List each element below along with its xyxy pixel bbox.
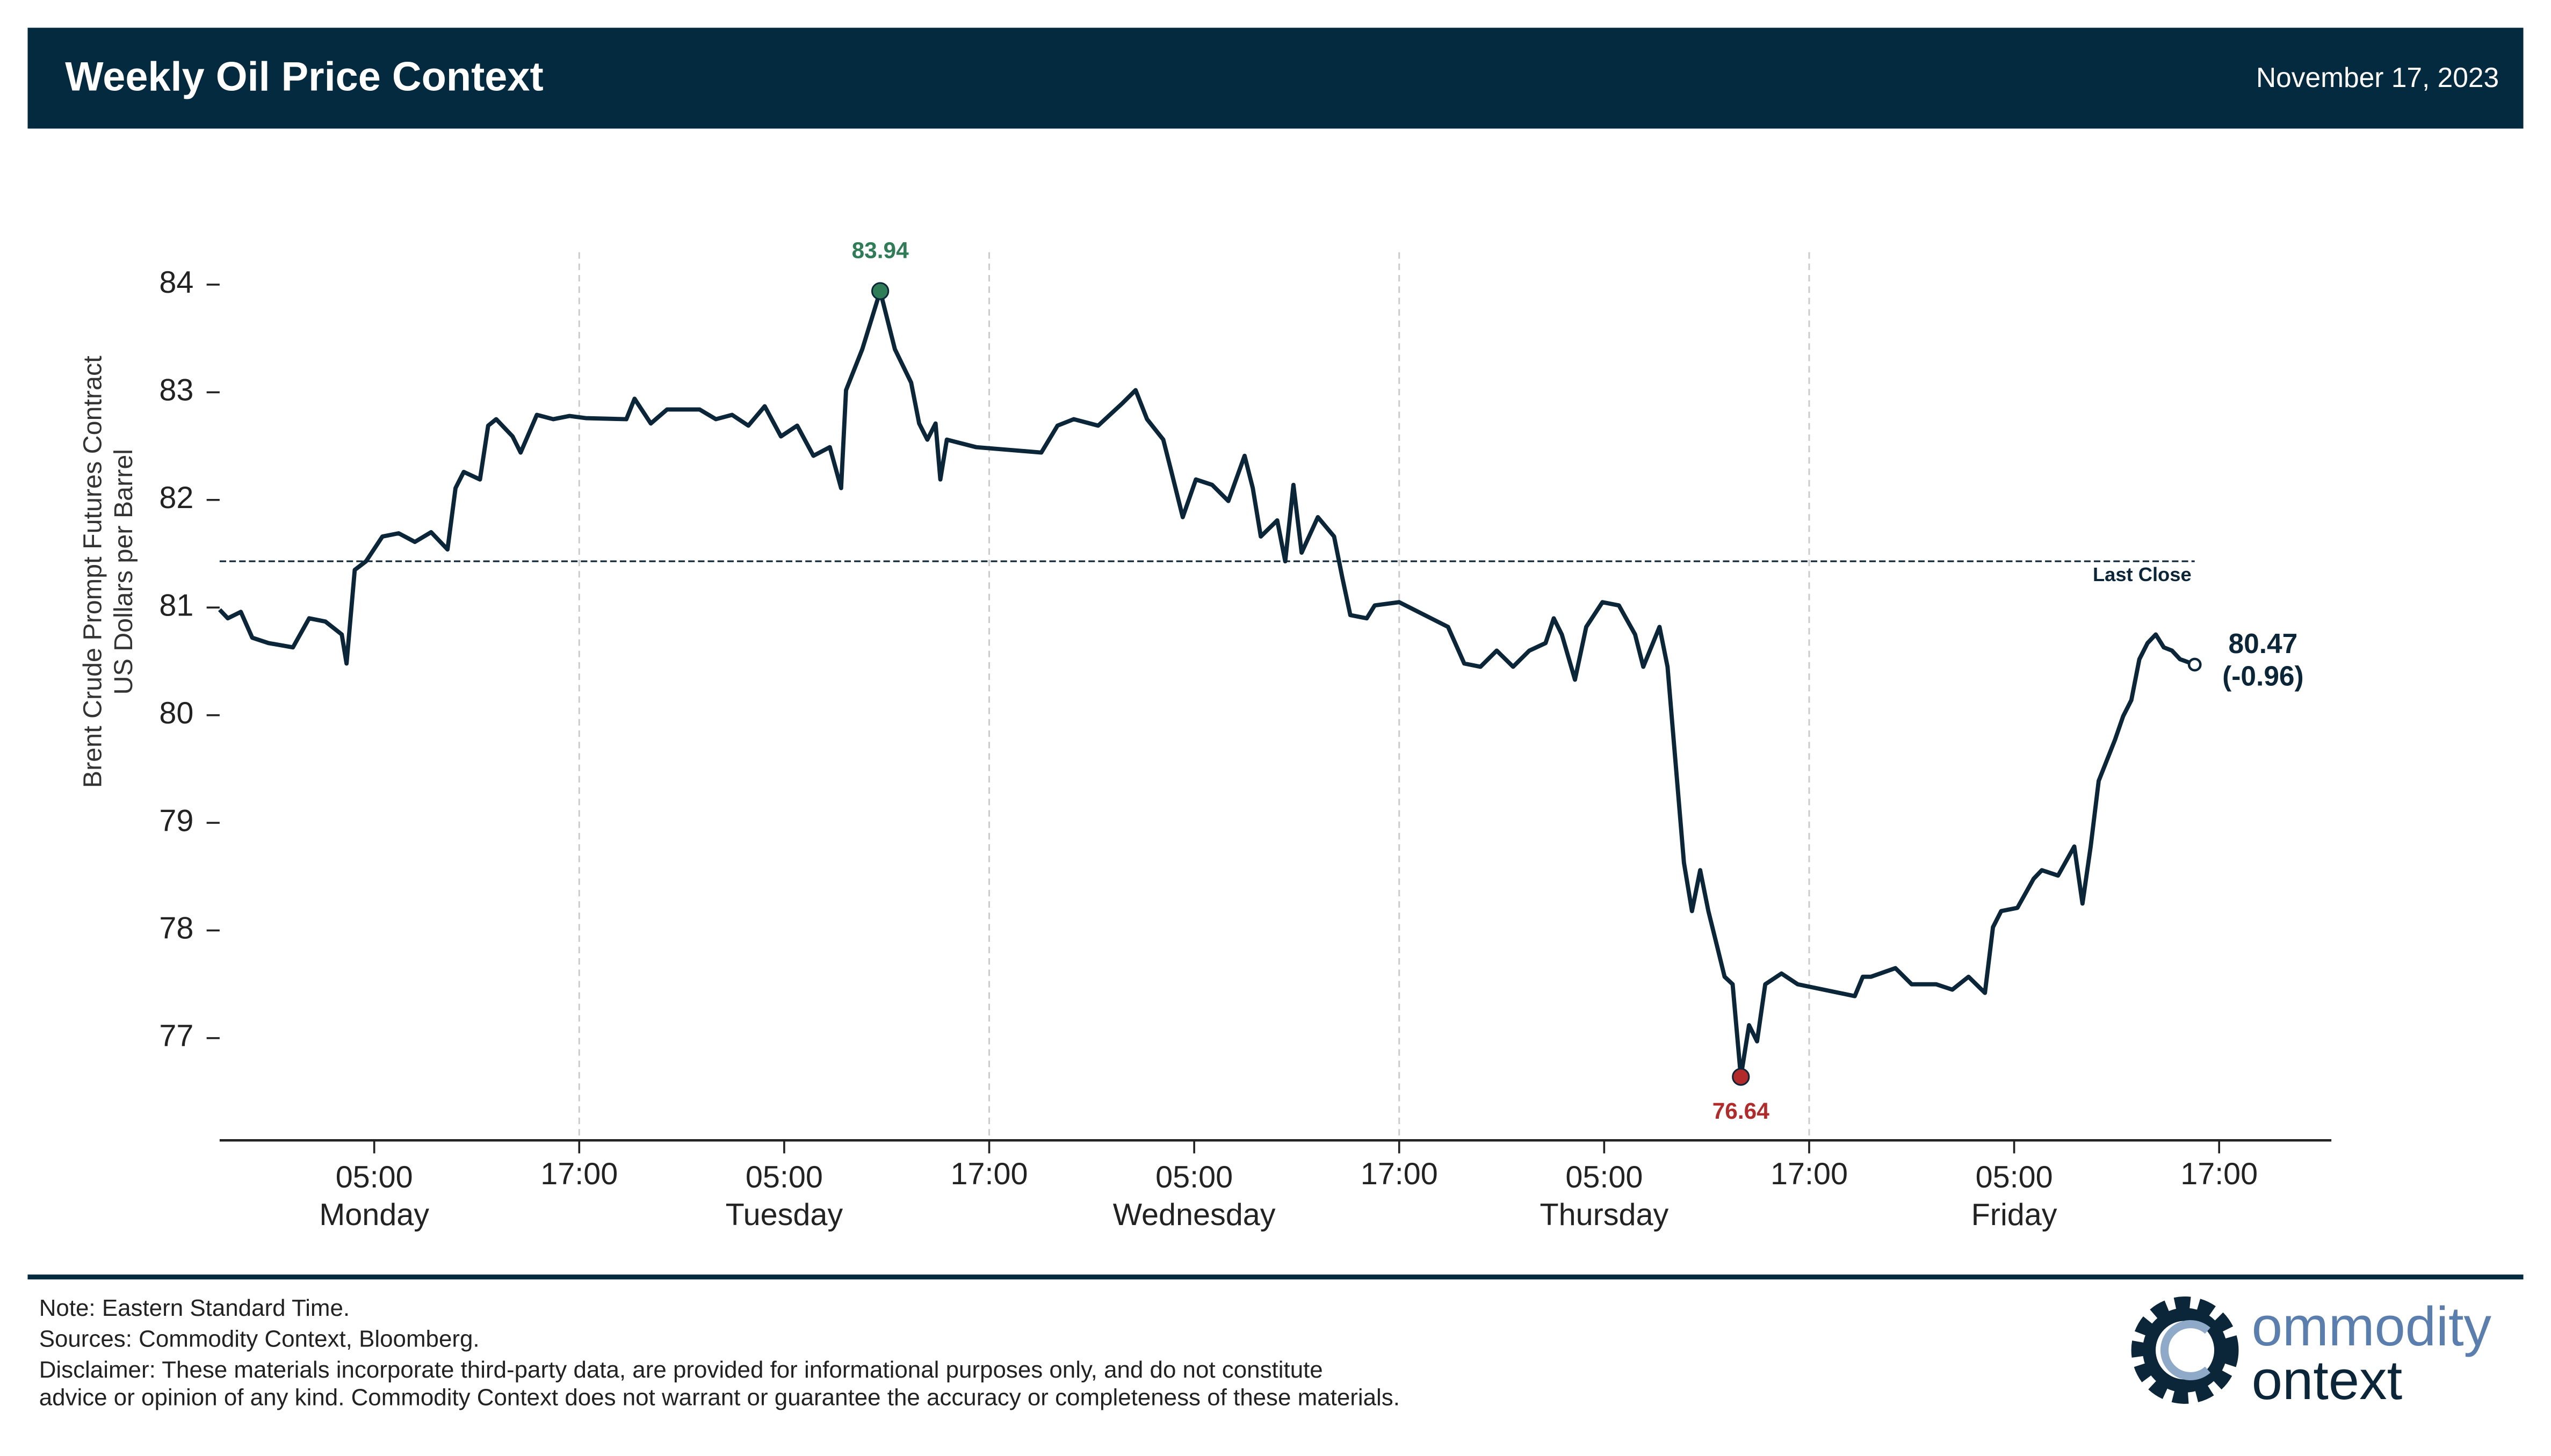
- y-axis-label: US Dollars per Barrel: [109, 449, 138, 695]
- logo-text: ommodity: [2252, 1295, 2492, 1357]
- y-tick-label: 82: [159, 481, 193, 515]
- logo-ring: [2142, 1308, 2228, 1393]
- x-day-label: Thursday: [1540, 1198, 1668, 1232]
- x-tick-label: 17:00: [2180, 1157, 2258, 1191]
- last-change: (-0.96): [2222, 661, 2304, 692]
- x-tick-label: 17:00: [1770, 1157, 1848, 1191]
- footer-note: Sources: Commodity Context, Bloomberg.: [39, 1325, 480, 1352]
- price-line: [218, 289, 2196, 1079]
- reference-label: Last Close: [2093, 563, 2192, 585]
- x-tick-label: 05:00: [336, 1160, 413, 1194]
- footer-note: Note: Eastern Standard Time.: [39, 1295, 350, 1321]
- y-tick-label: 84: [159, 265, 193, 300]
- high-label: 83.94: [852, 238, 909, 263]
- y-tick-label: 83: [159, 373, 193, 408]
- page-title: Weekly Oil Price Context: [65, 54, 544, 100]
- logo: [2131, 1296, 2239, 1404]
- x-tick-label: 05:00: [746, 1160, 823, 1194]
- last-value: 80.47: [2229, 628, 2298, 659]
- logo-gear: [2131, 1296, 2239, 1404]
- y-tick-label: 77: [159, 1019, 193, 1053]
- x-day-label: Friday: [1971, 1198, 2057, 1232]
- low-marker: [1732, 1068, 1750, 1086]
- y-axis-label: Brent Crude Prompt Futures Contract: [78, 356, 107, 788]
- header-bar: [27, 27, 2524, 129]
- logo-c: [2160, 1320, 2210, 1380]
- x-day-label: Tuesday: [726, 1198, 843, 1232]
- x-tick-label: 05:00: [1976, 1160, 2053, 1194]
- x-tick-label: 17:00: [540, 1157, 618, 1191]
- y-tick-label: 79: [159, 803, 193, 838]
- y-tick-label: 80: [159, 696, 193, 730]
- logo-text: ontext: [2252, 1349, 2403, 1411]
- x-tick-label: 17:00: [1361, 1157, 1438, 1191]
- high-marker: [871, 282, 890, 300]
- x-tick-label: 05:00: [1155, 1160, 1233, 1194]
- last-marker: [2187, 657, 2202, 672]
- x-tick-label: 17:00: [951, 1157, 1028, 1191]
- x-day-label: Wednesday: [1113, 1198, 1276, 1232]
- footer-note: Disclaimer: These materials incorporate …: [39, 1357, 1323, 1383]
- y-tick-label: 81: [159, 588, 193, 622]
- y-tick-label: 78: [159, 911, 193, 946]
- x-day-label: Monday: [319, 1198, 429, 1232]
- date: November 17, 2023: [2256, 62, 2499, 93]
- x-tick-label: 05:00: [1565, 1160, 1643, 1194]
- low-label: 76.64: [1712, 1098, 1770, 1124]
- footer-note: advice or opinion of any kind. Commodity…: [39, 1384, 1400, 1410]
